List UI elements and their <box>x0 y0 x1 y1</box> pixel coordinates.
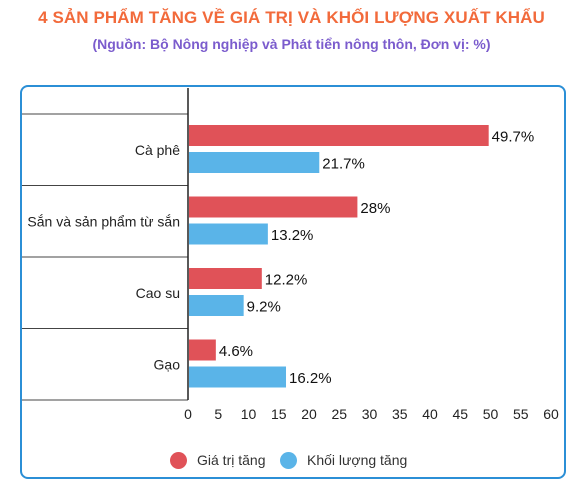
legend-label-value: Giá trị tăng <box>197 452 266 468</box>
x-tick-label: 45 <box>452 406 468 422</box>
x-tick-label: 55 <box>513 406 529 422</box>
bar-volume-growth <box>189 295 244 316</box>
data-label: 4.6% <box>219 343 253 360</box>
category-label: Cà phê <box>135 142 180 158</box>
bar-value-growth <box>189 268 262 289</box>
category-label: Cao su <box>136 285 180 301</box>
data-label: 16.2% <box>289 370 332 387</box>
x-tick-label: 10 <box>241 406 257 422</box>
x-tick-label: 15 <box>271 406 287 422</box>
chart-card <box>20 85 566 479</box>
bar-volume-growth <box>189 152 320 173</box>
bar-value-growth <box>189 339 216 361</box>
x-tick-label: 35 <box>392 406 408 422</box>
bar-value-growth <box>189 125 489 146</box>
chart-subtitle: (Nguồn: Bộ Nông nghiệp và Phát tiển nông… <box>92 36 491 52</box>
legend-red-swatch-icon <box>170 451 187 469</box>
x-tick-label: 30 <box>362 406 378 422</box>
x-tick-label: 60 <box>543 406 559 422</box>
x-tick-label: 25 <box>331 406 347 422</box>
x-tick-label: 20 <box>301 406 317 422</box>
data-label: 9.2% <box>247 299 281 316</box>
legend-item-value: Giá trị tăng <box>170 450 265 470</box>
category-label: Gạo <box>154 356 181 372</box>
bar-volume-growth <box>189 223 268 245</box>
data-label: 12.2% <box>265 272 308 289</box>
legend-blue-swatch-icon <box>280 451 297 469</box>
legend-item-volume: Khối lượng tăng <box>280 450 407 470</box>
x-tick-label: 40 <box>422 406 438 422</box>
x-tick-label: 5 <box>214 406 222 422</box>
x-tick-label: 0 <box>184 406 192 422</box>
bar-volume-growth <box>189 366 287 388</box>
x-tick-label: 50 <box>483 406 499 422</box>
chart-title: 4 SẢN PHẨM TĂNG VỀ GIÁ TRỊ VÀ KHỐI LƯỢNG… <box>38 8 545 27</box>
bar-value-growth <box>189 196 358 218</box>
category-label: Sắn và sản phẩm từ sắn <box>27 213 180 229</box>
data-label: 13.2% <box>271 227 314 244</box>
data-label: 49.7% <box>492 129 535 146</box>
legend-label-volume: Khối lượng tăng <box>307 452 408 468</box>
data-label: 28% <box>360 200 390 217</box>
data-label: 21.7% <box>322 156 365 173</box>
